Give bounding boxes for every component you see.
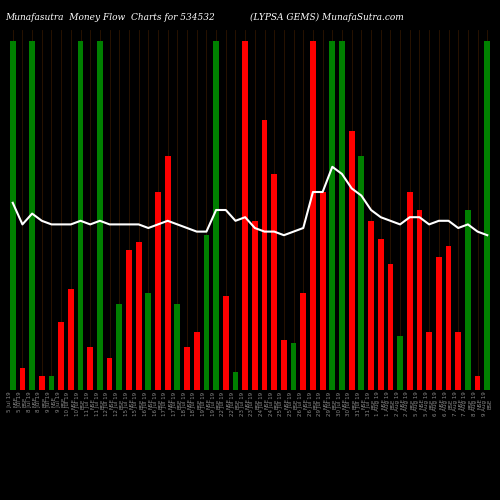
Bar (20, 368, 26, 390)
Bar (232, 372, 238, 390)
Bar (281, 340, 287, 390)
Bar (465, 210, 471, 390)
Bar (48, 376, 54, 390)
Bar (484, 41, 490, 390)
Bar (446, 246, 452, 390)
Bar (39, 376, 44, 390)
Bar (136, 242, 141, 390)
Bar (184, 347, 190, 390)
Bar (10, 41, 16, 390)
Bar (68, 289, 74, 390)
Bar (290, 343, 296, 390)
Bar (474, 376, 480, 390)
Bar (146, 293, 151, 390)
Bar (165, 156, 170, 390)
Bar (194, 332, 200, 390)
Bar (426, 332, 432, 390)
Bar (320, 192, 326, 390)
Bar (97, 41, 103, 390)
Bar (58, 322, 64, 390)
Bar (310, 41, 316, 390)
Bar (116, 304, 122, 390)
Bar (407, 192, 412, 390)
Bar (242, 41, 248, 390)
Bar (29, 41, 35, 390)
Bar (155, 192, 161, 390)
Text: (LYPSA GEMS) MunafaSutra.com: (LYPSA GEMS) MunafaSutra.com (250, 12, 404, 22)
Bar (88, 347, 93, 390)
Bar (213, 41, 219, 390)
Bar (349, 131, 354, 390)
Bar (174, 304, 180, 390)
Bar (126, 250, 132, 390)
Bar (204, 235, 210, 390)
Bar (388, 264, 394, 390)
Bar (416, 210, 422, 390)
Bar (252, 221, 258, 390)
Bar (368, 221, 374, 390)
Bar (262, 120, 268, 390)
Bar (106, 358, 112, 390)
Bar (397, 336, 403, 390)
Bar (330, 41, 335, 390)
Bar (272, 174, 277, 390)
Bar (358, 156, 364, 390)
Bar (223, 296, 228, 390)
Bar (339, 41, 345, 390)
Bar (378, 239, 384, 390)
Bar (436, 257, 442, 390)
Bar (78, 41, 84, 390)
Bar (456, 332, 461, 390)
Bar (300, 293, 306, 390)
Text: Munafasutra  Money Flow  Charts for 534532: Munafasutra Money Flow Charts for 534532 (5, 12, 215, 22)
